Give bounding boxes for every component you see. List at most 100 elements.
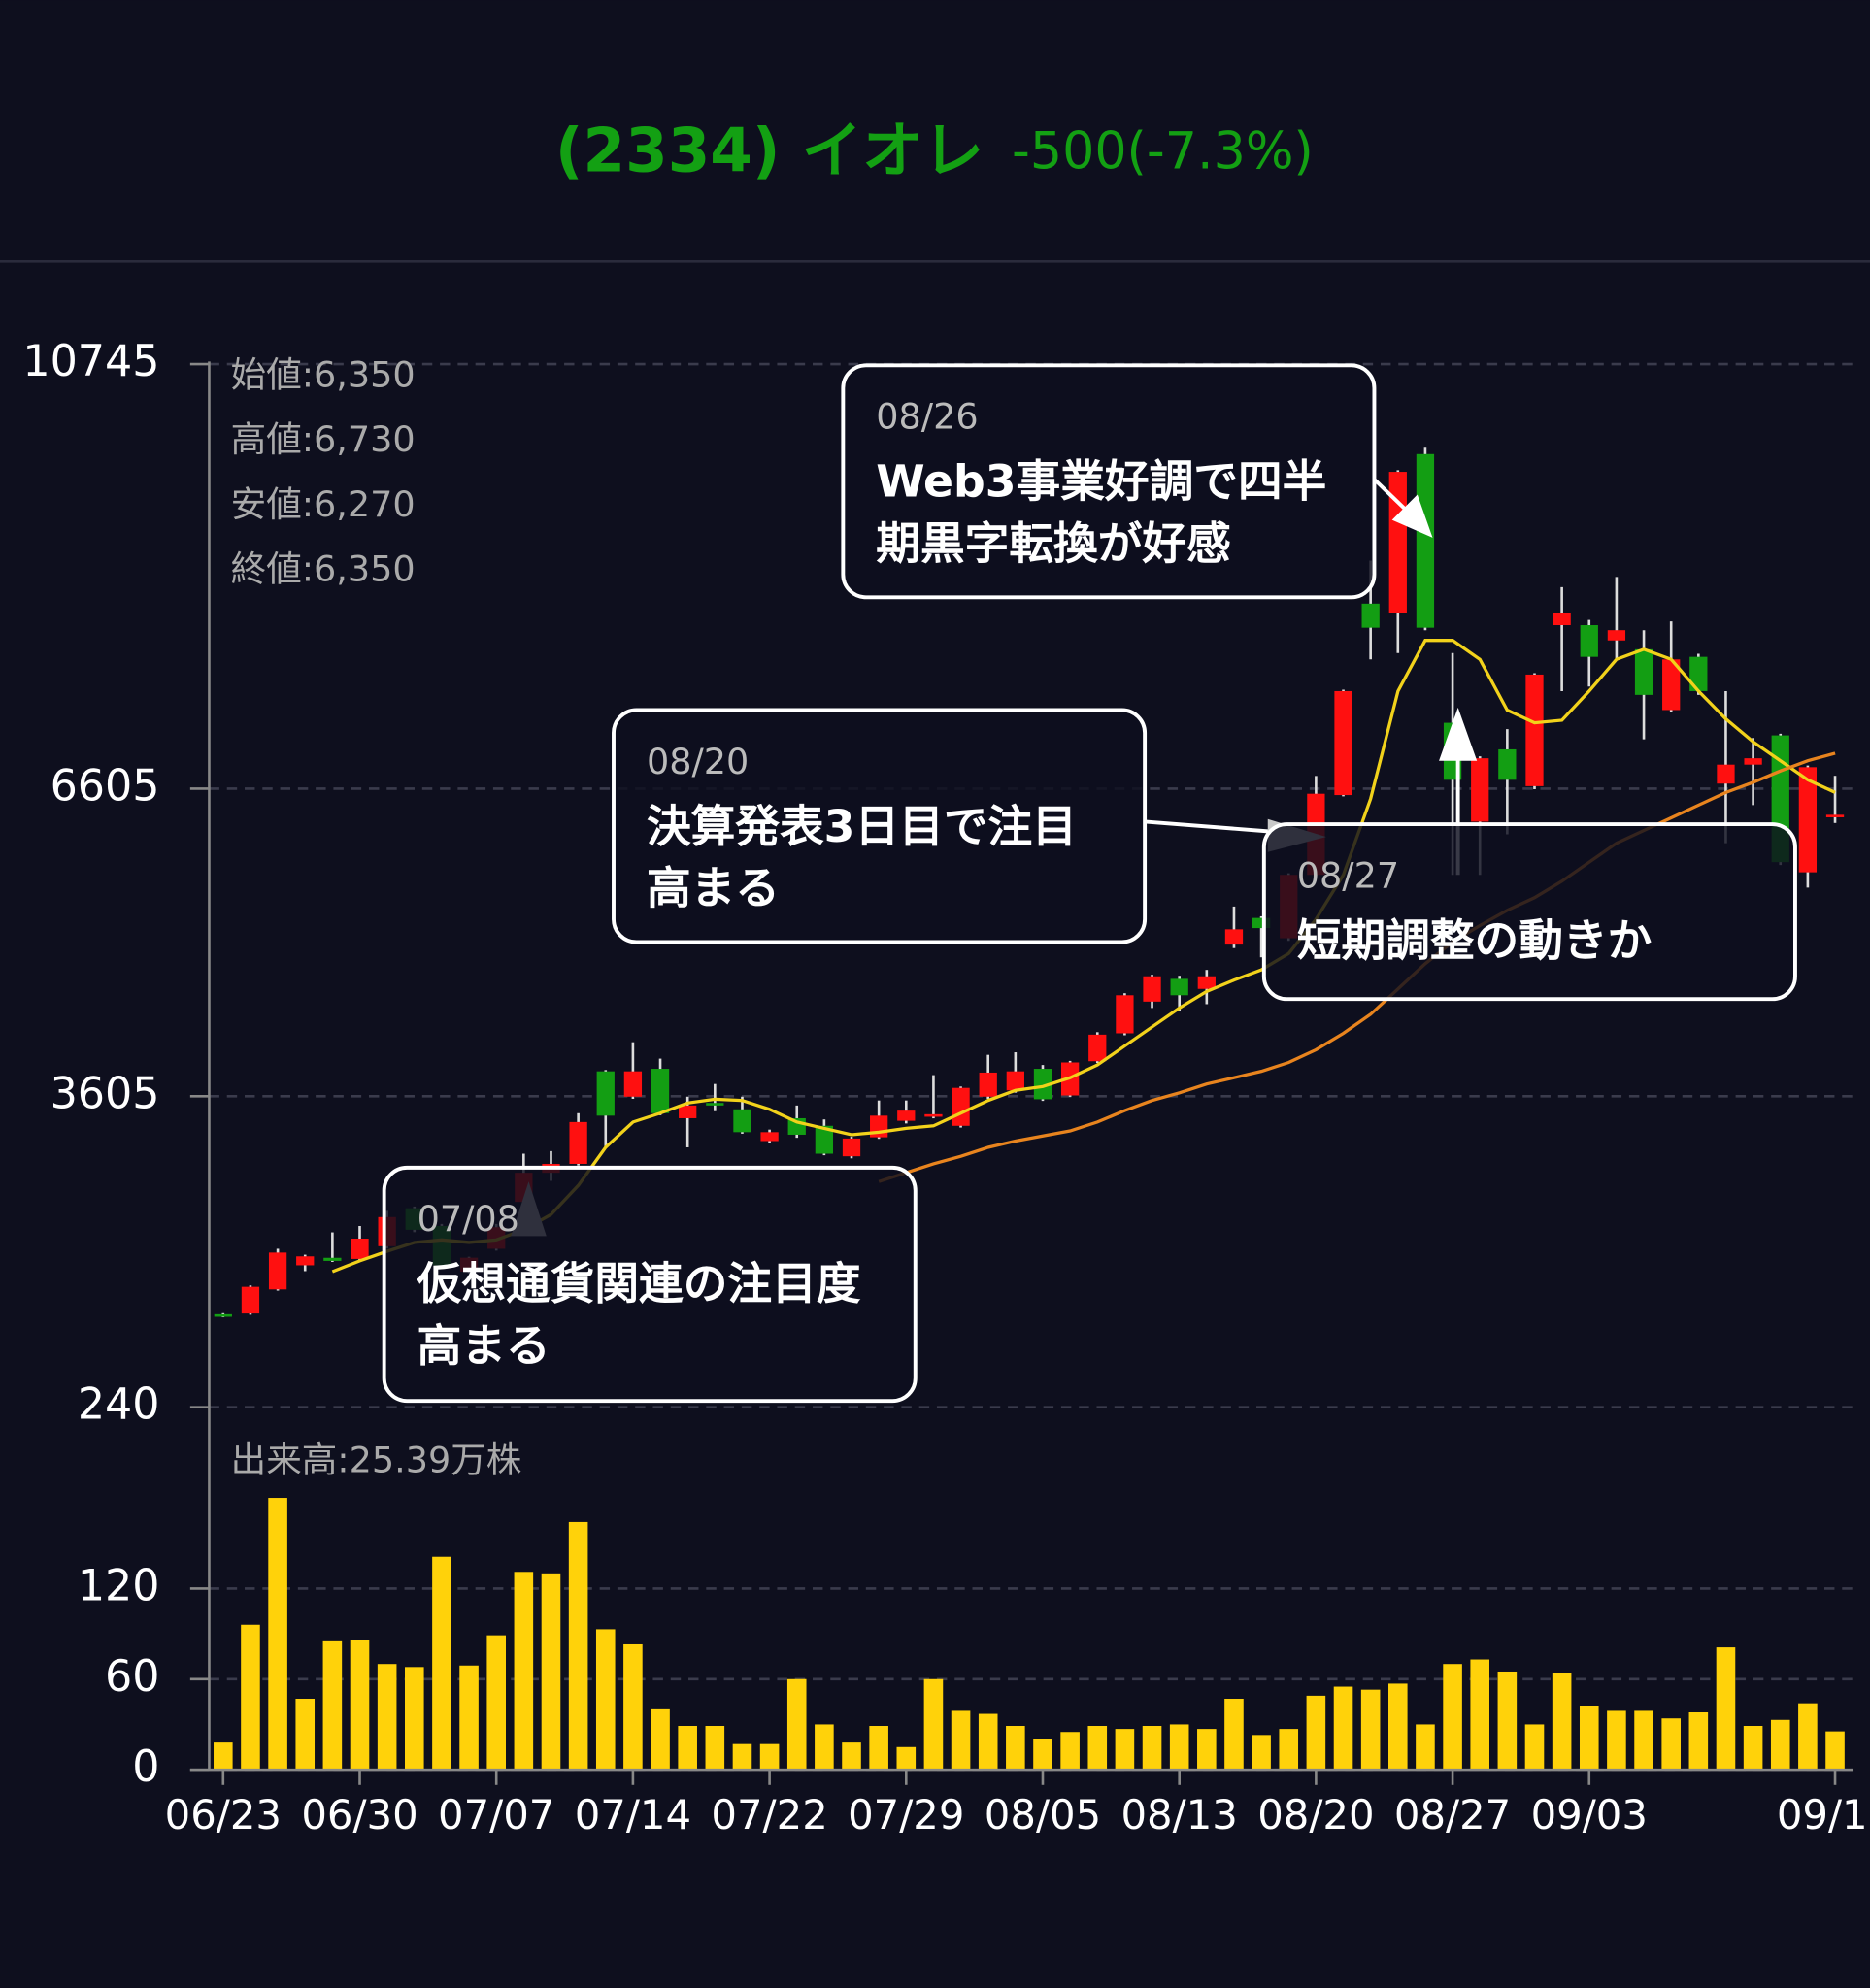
y-tick-label: 0 bbox=[132, 1742, 159, 1792]
volume-bar bbox=[923, 1678, 944, 1771]
annotation-text: 短期調整の動きか bbox=[1297, 914, 1653, 966]
candle-body bbox=[1252, 917, 1271, 929]
x-tick-label: 08/05 bbox=[985, 1791, 1101, 1839]
volume-bar bbox=[486, 1635, 506, 1771]
y-tick-label: 6605 bbox=[50, 761, 160, 811]
arrow-line bbox=[1144, 819, 1275, 834]
volume-bar bbox=[951, 1710, 971, 1771]
candle-body bbox=[1197, 976, 1216, 989]
candle-body bbox=[1006, 1071, 1024, 1091]
annotation-box bbox=[382, 1165, 918, 1404]
volume-bar bbox=[623, 1643, 643, 1771]
info-text: 始値:6,350 bbox=[231, 354, 416, 396]
candle-body bbox=[1170, 978, 1188, 996]
volume-bar bbox=[1607, 1710, 1626, 1771]
x-tick-label: 06/30 bbox=[301, 1791, 417, 1839]
info-text: 高値:6,730 bbox=[231, 418, 416, 460]
annotation-box bbox=[612, 708, 1148, 944]
volume-bar bbox=[1224, 1698, 1244, 1771]
volume-bar bbox=[1388, 1683, 1408, 1771]
volume-bar bbox=[1798, 1703, 1818, 1771]
info-text: 終値:6,350 bbox=[231, 547, 416, 589]
y-tick-label: 60 bbox=[105, 1652, 159, 1702]
volume-bar bbox=[786, 1678, 807, 1771]
volume-bar bbox=[1770, 1719, 1790, 1771]
candle-body bbox=[706, 1103, 724, 1106]
annotation-box bbox=[841, 363, 1377, 600]
candle-body bbox=[815, 1125, 834, 1154]
volume-bar bbox=[1279, 1729, 1299, 1771]
arrow-line bbox=[1373, 478, 1412, 515]
candle-body bbox=[569, 1121, 587, 1164]
volume-bar bbox=[268, 1498, 287, 1771]
volume-bar bbox=[1333, 1686, 1353, 1771]
volume-bar bbox=[732, 1743, 752, 1771]
y-tick-label: 120 bbox=[78, 1561, 160, 1610]
candle-body bbox=[268, 1252, 287, 1290]
candle-body bbox=[296, 1256, 315, 1266]
volume-bar bbox=[1825, 1731, 1845, 1771]
candle-body bbox=[323, 1257, 342, 1261]
candle-body bbox=[1825, 814, 1845, 817]
volume-bar bbox=[842, 1742, 861, 1771]
annotation-date: 08/26 bbox=[876, 396, 978, 438]
volume-bar bbox=[1169, 1724, 1189, 1771]
candle-body bbox=[623, 1071, 643, 1097]
volume-bar bbox=[1006, 1726, 1025, 1771]
moving-average bbox=[878, 751, 1836, 1183]
candle-body bbox=[1033, 1069, 1052, 1100]
volume-bar bbox=[322, 1640, 343, 1771]
candle-body bbox=[1498, 748, 1517, 780]
volume-bar bbox=[1579, 1706, 1599, 1771]
x-tick-label: 07/07 bbox=[438, 1791, 554, 1839]
volume-bar bbox=[705, 1726, 725, 1771]
volume-bar bbox=[896, 1746, 917, 1771]
x-tick-label: 09/03 bbox=[1531, 1791, 1648, 1839]
volume-bar bbox=[1524, 1724, 1545, 1771]
annotation-box bbox=[1261, 822, 1797, 1002]
annotation-text: 高まる bbox=[417, 1320, 551, 1372]
volume-bar bbox=[1497, 1671, 1518, 1771]
volume-bar bbox=[678, 1726, 697, 1771]
y-tick-label: 240 bbox=[78, 1380, 160, 1430]
candle-body bbox=[351, 1238, 369, 1259]
volume-bar bbox=[1360, 1689, 1381, 1771]
volume-bar bbox=[350, 1640, 370, 1771]
candle-body bbox=[1798, 767, 1818, 873]
volume-bar bbox=[1716, 1647, 1736, 1771]
volume-bar bbox=[514, 1572, 534, 1771]
annotation-date: 07/08 bbox=[417, 1198, 519, 1240]
info-text: 安値:6,270 bbox=[231, 483, 416, 525]
volume-bar bbox=[978, 1713, 998, 1771]
candle-body bbox=[1361, 603, 1380, 628]
marks bbox=[214, 447, 1845, 1771]
volume-bar bbox=[432, 1556, 451, 1771]
volume-bar bbox=[568, 1521, 588, 1771]
volume-bar bbox=[759, 1743, 780, 1771]
candle-body bbox=[1689, 656, 1708, 691]
volume-bar bbox=[1634, 1710, 1653, 1771]
volume-bar bbox=[595, 1629, 616, 1771]
x-tick-label: 08/13 bbox=[1120, 1791, 1237, 1839]
volume-bar bbox=[459, 1665, 479, 1771]
arrow-head bbox=[1439, 707, 1478, 761]
annotation-text: 決算発表3日目で注目 bbox=[647, 801, 1077, 852]
volume-bar bbox=[377, 1664, 397, 1771]
volume-bar bbox=[241, 1624, 260, 1771]
volume-bar bbox=[1060, 1732, 1080, 1771]
volume-bar bbox=[869, 1726, 888, 1771]
candle-body bbox=[679, 1105, 697, 1118]
candle-body bbox=[214, 1313, 232, 1317]
annotations: 07/08仮想通貨関連の注目度高まる08/20決算発表3日目で注目高まる08/2… bbox=[382, 363, 1797, 1404]
candle-body bbox=[924, 1113, 943, 1117]
x-tick-label: 09/17 bbox=[1777, 1791, 1870, 1839]
volume-bar bbox=[404, 1667, 424, 1771]
annotation-text: 仮想通貨関連の注目度 bbox=[417, 1258, 861, 1309]
annotation-text: 期黒字転換が好感 bbox=[876, 518, 1230, 570]
x-tick-label: 07/29 bbox=[848, 1791, 964, 1839]
candle-body bbox=[897, 1110, 916, 1121]
candle-body bbox=[1662, 659, 1681, 711]
y-tick-label: 10745 bbox=[22, 337, 159, 386]
